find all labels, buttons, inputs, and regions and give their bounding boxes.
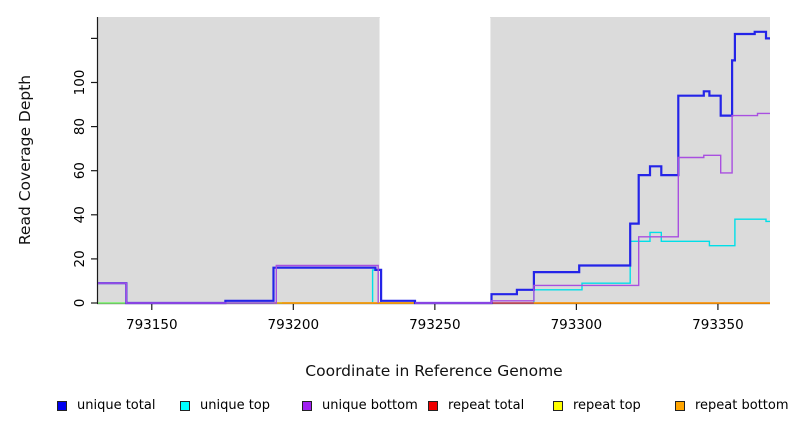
x-tick-label: 793150 [126,317,178,333]
x-tick-label: 793200 [268,317,320,333]
series-line-unique-bottom [415,112,770,304]
y-axis-title: Read Coverage Depth [16,74,34,246]
y-tick-label: 0 [72,299,88,308]
x-tick-label: 793350 [692,317,744,333]
x-axis-title: Coordinate in Reference Genome [305,362,563,380]
x-tick-label: 793300 [551,317,603,333]
y-tick-label: 80 [72,118,88,135]
y-tick-label: 20 [72,250,88,267]
y-tick-label: 60 [72,162,88,179]
series-line-unique-total [98,30,770,305]
shaded-band-0 [98,17,380,303]
white-gap-band [379,16,491,302]
x-tick-label: 793250 [409,317,461,333]
y-tick-label: 40 [72,206,88,223]
series-line-unique-bottom [98,264,379,304]
y-tick-label: 100 [72,70,88,96]
